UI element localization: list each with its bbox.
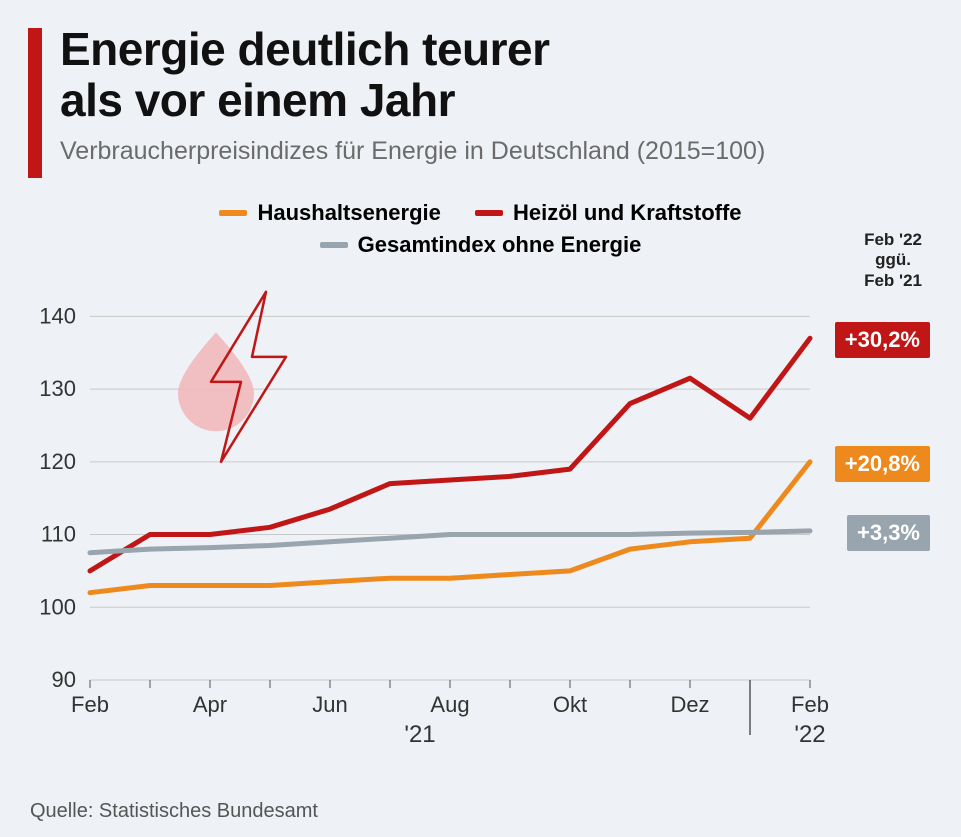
svg-text:Feb: Feb: [71, 692, 109, 717]
legend-swatch: [320, 242, 348, 248]
title-line-2: als vor einem Jahr: [60, 74, 455, 126]
legend-label: Heizöl und Kraftstoffe: [513, 200, 742, 226]
svg-text:Aug: Aug: [430, 692, 469, 717]
chart-area: Feb '22 ggü. Feb '21 90100110120130140Fe…: [30, 280, 930, 760]
svg-text:130: 130: [39, 376, 76, 401]
title-line-1: Energie deutlich teurer: [60, 23, 550, 75]
svg-text:Feb: Feb: [791, 692, 829, 717]
svg-text:'22: '22: [794, 721, 825, 748]
legend-item-haushaltsenergie: Haushaltsenergie: [219, 200, 440, 226]
page-title: Energie deutlich teurer als vor einem Ja…: [60, 24, 921, 125]
svg-text:140: 140: [39, 303, 76, 328]
svg-text:Jun: Jun: [312, 692, 347, 717]
legend-label: Haushaltsenergie: [257, 200, 440, 226]
subtitle: Verbraucherpreisindizes für Energie in D…: [60, 135, 921, 168]
svg-text:90: 90: [52, 667, 76, 692]
callout-badge: +30,2%: [835, 322, 930, 358]
comparison-label: Feb '22 ggü. Feb '21: [864, 230, 922, 291]
svg-text:Apr: Apr: [193, 692, 227, 717]
callout-badge: +3,3%: [847, 515, 930, 551]
svg-text:110: 110: [41, 522, 76, 547]
svg-text:Okt: Okt: [553, 692, 587, 717]
legend-label: Gesamtindex ohne Energie: [358, 232, 642, 258]
legend-swatch: [475, 210, 503, 216]
legend: Haushaltsenergie Heizöl und Kraftstoffe …: [0, 196, 961, 258]
svg-text:'21: '21: [404, 721, 435, 748]
legend-swatch: [219, 210, 247, 216]
accent-bar: [28, 28, 42, 178]
svg-text:100: 100: [39, 594, 76, 619]
source-text: Quelle: Statistisches Bundesamt: [30, 800, 318, 823]
svg-text:Dez: Dez: [670, 692, 709, 717]
legend-item-gesamtindex: Gesamtindex ohne Energie: [320, 232, 642, 258]
svg-text:120: 120: [39, 449, 76, 474]
legend-item-heizoel: Heizöl und Kraftstoffe: [475, 200, 742, 226]
line-chart: 90 100 110 120 130 140 Feb Apr Jun Aug Okt Dez Feb '2…: [30, 280, 930, 760]
callout-badge: +20,8%: [835, 446, 930, 482]
